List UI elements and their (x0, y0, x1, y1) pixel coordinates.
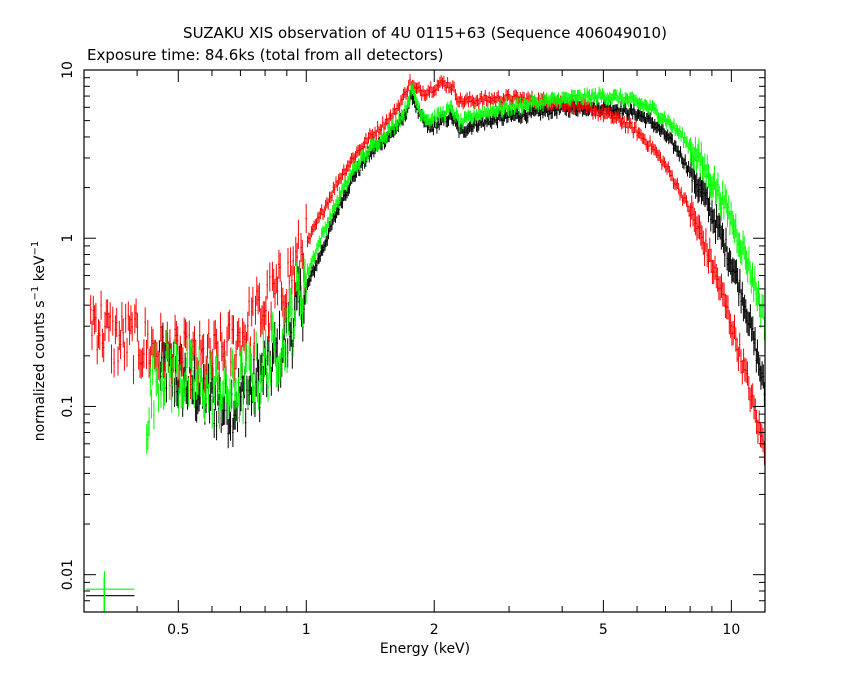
y-axis-label: normalized counts s−1 keV−1 (30, 241, 48, 442)
x-axis-label: Energy (keV) (380, 641, 470, 657)
series-0-bins (158, 87, 766, 449)
y-tick-label: 1 (60, 234, 76, 243)
x-tick-label: 5 (599, 622, 608, 638)
y-tick-label: 0.1 (60, 395, 76, 417)
chart-subtitle: Exposure time: 84.6ks (total from all de… (87, 46, 443, 64)
plot-frame (83, 69, 766, 613)
series-2 (86, 82, 766, 612)
y-axis-label-main: normalized counts s (32, 300, 48, 441)
series-0-wide-bin-0 (86, 577, 135, 612)
x-tick-label: 10 (722, 622, 740, 638)
x-tick-label: 1 (302, 622, 311, 638)
series-2-wide-bin-0 (86, 571, 135, 612)
series-2-bins (145, 82, 766, 454)
y-tick-label: 0.01 (60, 559, 76, 590)
axis-ticks: 0.5 1 2 5 10 0.01 0.1 1 10 (60, 61, 765, 638)
data-layer (86, 74, 766, 612)
x-tick-label: 2 (430, 622, 439, 638)
x-tick-label: 0.5 (167, 622, 189, 638)
chart-title: SUZAKU XIS observation of 4U 0115+63 (Se… (183, 24, 667, 42)
y-axis-label-exp1: −1 (30, 286, 41, 301)
y-tick-label: 10 (60, 61, 76, 79)
y-axis-label-exp2: −1 (30, 241, 41, 256)
y-axis-label-mid: keV (32, 255, 48, 286)
